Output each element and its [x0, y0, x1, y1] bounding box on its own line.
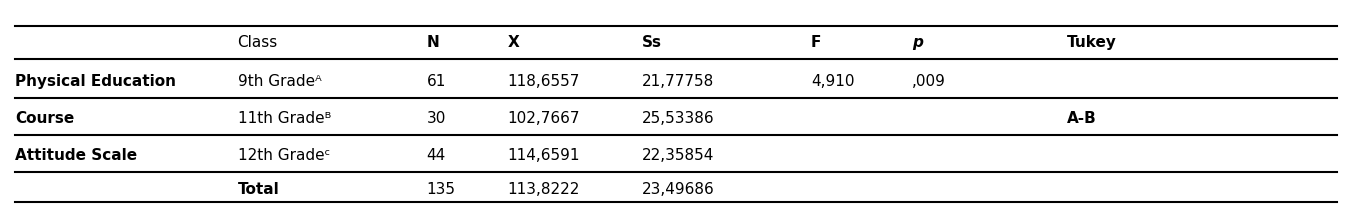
Text: 114,6591: 114,6591 [507, 148, 580, 163]
Text: 61: 61 [426, 74, 446, 89]
Text: N: N [426, 35, 439, 50]
Text: 9th Gradeᴬ: 9th Gradeᴬ [238, 74, 322, 89]
Text: 23,49686: 23,49686 [642, 182, 715, 197]
Text: Attitude Scale: Attitude Scale [15, 148, 137, 163]
Text: Total: Total [238, 182, 280, 197]
Text: 25,53386: 25,53386 [642, 111, 715, 126]
Text: 11th Gradeᴮ: 11th Gradeᴮ [238, 111, 331, 126]
Text: Class: Class [238, 35, 277, 50]
Text: 21,77758: 21,77758 [642, 74, 714, 89]
Text: 113,8222: 113,8222 [507, 182, 580, 197]
Text: Ss: Ss [642, 35, 662, 50]
Text: 102,7667: 102,7667 [507, 111, 580, 126]
Text: F: F [811, 35, 821, 50]
Text: 22,35854: 22,35854 [642, 148, 715, 163]
Text: 44: 44 [426, 148, 446, 163]
Text: 4,910: 4,910 [811, 74, 854, 89]
Text: Course: Course [15, 111, 74, 126]
Text: 12th Gradeᶜ: 12th Gradeᶜ [238, 148, 330, 163]
Text: 30: 30 [426, 111, 446, 126]
Text: ,009: ,009 [913, 74, 946, 89]
Text: 118,6557: 118,6557 [507, 74, 580, 89]
Text: p: p [913, 35, 923, 50]
Text: Tukey: Tukey [1067, 35, 1117, 50]
Text: A-B: A-B [1067, 111, 1096, 126]
Text: Physical Education: Physical Education [15, 74, 176, 89]
Text: 135: 135 [426, 182, 456, 197]
Text: X: X [507, 35, 519, 50]
